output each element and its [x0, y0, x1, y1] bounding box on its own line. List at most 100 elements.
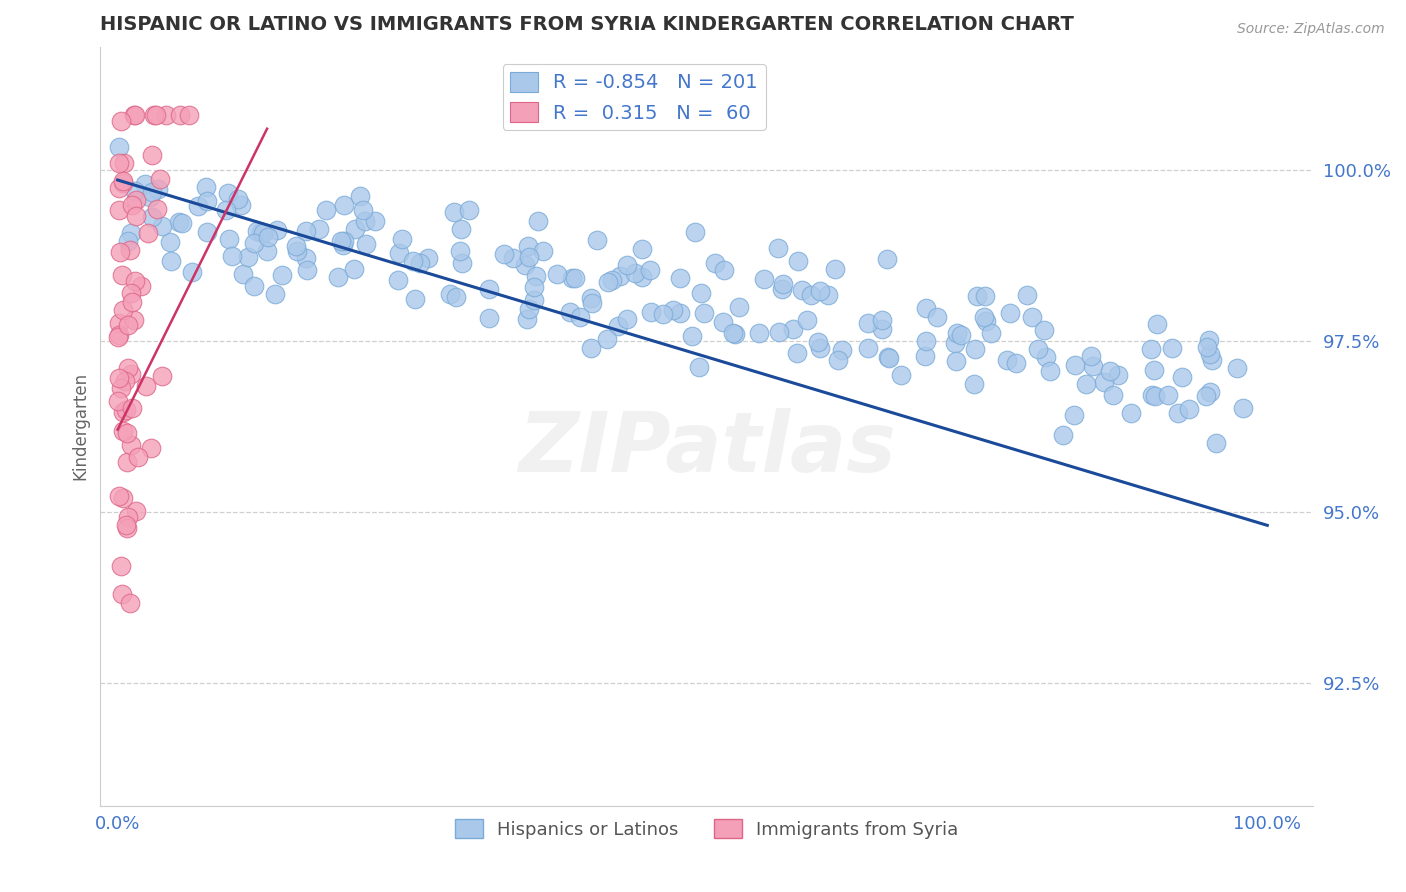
Point [117, 234, 139, 248]
Point [1198, 333, 1220, 347]
Point [343, 262, 366, 277]
Point [1063, 408, 1085, 422]
Point [115, 403, 138, 417]
Point [143, 108, 166, 122]
Point [150, 368, 173, 383]
Point [976, 314, 998, 328]
Point [114, 374, 136, 388]
Point [652, 307, 675, 321]
Point [141, 185, 163, 199]
Point [354, 236, 377, 251]
Point [517, 239, 540, 253]
Point [115, 425, 138, 440]
Point [877, 350, 900, 364]
Point [326, 270, 349, 285]
Point [387, 273, 409, 287]
Text: ZIPatlas: ZIPatlas [517, 409, 896, 490]
Point [146, 202, 169, 217]
Point [108, 316, 131, 330]
Point [995, 352, 1018, 367]
Point [218, 232, 240, 246]
Point [1080, 349, 1102, 363]
Point [796, 313, 818, 327]
Point [1232, 401, 1254, 415]
Point [713, 262, 735, 277]
Point [800, 288, 823, 302]
Point [524, 268, 547, 283]
Point [596, 275, 619, 289]
Point [409, 255, 432, 269]
Point [388, 245, 411, 260]
Point [108, 371, 131, 385]
Point [402, 253, 425, 268]
Point [349, 189, 371, 203]
Point [120, 368, 142, 382]
Point [271, 268, 294, 282]
Point [112, 174, 135, 188]
Point [195, 225, 218, 239]
Point [973, 310, 995, 324]
Point [721, 326, 744, 340]
Point [668, 271, 690, 285]
Point [965, 342, 987, 356]
Point [294, 223, 316, 237]
Point [232, 267, 254, 281]
Point [112, 156, 135, 170]
Point [688, 360, 710, 375]
Point [564, 271, 586, 285]
Point [1107, 368, 1129, 382]
Point [117, 361, 139, 376]
Point [308, 222, 330, 236]
Point [1064, 358, 1087, 372]
Point [927, 310, 949, 324]
Point [478, 282, 501, 296]
Point [124, 274, 146, 288]
Point [766, 241, 789, 255]
Y-axis label: Kindergarten: Kindergarten [72, 372, 89, 480]
Point [1146, 318, 1168, 332]
Point [458, 202, 481, 217]
Point [1015, 288, 1038, 302]
Point [1205, 436, 1227, 450]
Point [1076, 377, 1098, 392]
Point [352, 202, 374, 217]
Point [139, 442, 162, 456]
Point [285, 239, 308, 253]
Point [124, 184, 146, 198]
Point [606, 319, 628, 334]
Point [107, 393, 129, 408]
Point [295, 262, 318, 277]
Point [1143, 362, 1166, 376]
Point [450, 222, 472, 236]
Point [110, 559, 132, 574]
Point [1102, 388, 1125, 402]
Point [752, 272, 775, 286]
Point [391, 232, 413, 246]
Point [946, 326, 969, 341]
Point [890, 368, 912, 383]
Point [155, 108, 177, 122]
Point [703, 256, 725, 270]
Point [1081, 359, 1104, 374]
Point [693, 306, 716, 320]
Point [526, 213, 548, 227]
Point [236, 250, 259, 264]
Point [1171, 369, 1194, 384]
Point [561, 271, 583, 285]
Point [295, 251, 318, 265]
Point [547, 268, 569, 282]
Point [125, 193, 148, 207]
Point [585, 233, 607, 247]
Point [768, 325, 790, 339]
Point [333, 198, 356, 212]
Point [332, 235, 354, 249]
Point [662, 303, 685, 318]
Point [179, 108, 201, 122]
Point [243, 279, 266, 293]
Point [141, 148, 163, 162]
Point [141, 210, 163, 224]
Point [256, 230, 278, 244]
Point [120, 596, 142, 610]
Point [516, 312, 538, 326]
Point [713, 315, 735, 329]
